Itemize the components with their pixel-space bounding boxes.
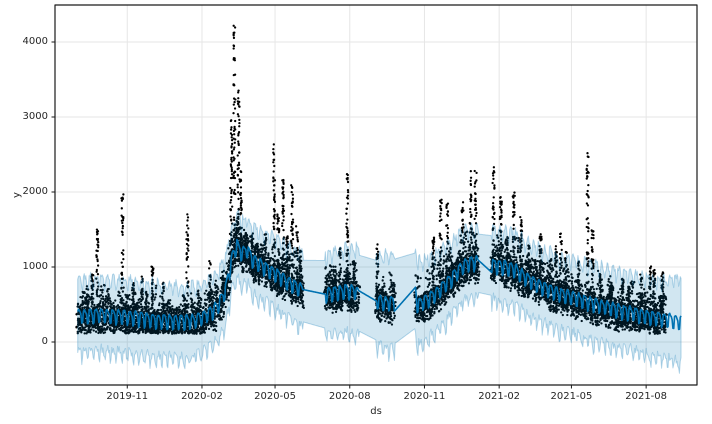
x-tick-label: 2020-05 bbox=[254, 391, 296, 402]
x-tick-label: 2020-02 bbox=[181, 391, 223, 402]
x-tick-label: 2021-02 bbox=[478, 391, 521, 402]
x-tick-label: 2021-08 bbox=[625, 391, 668, 402]
x-tick-label: 2020-08 bbox=[328, 391, 371, 402]
y-axis-label: y bbox=[11, 192, 23, 198]
y-tick-label: 4000 bbox=[22, 36, 48, 47]
y-tick-label: 0 bbox=[41, 336, 48, 347]
x-axis-label: ds bbox=[370, 406, 382, 417]
y-tick-label: 2000 bbox=[22, 186, 48, 197]
x-tick-label: 2019-11 bbox=[106, 391, 149, 402]
x-tick-label: 2020-11 bbox=[403, 391, 446, 402]
x-tick-label: 2021-05 bbox=[550, 391, 593, 402]
y-tick-label: 3000 bbox=[22, 111, 48, 122]
y-tick-label: 1000 bbox=[22, 261, 48, 272]
